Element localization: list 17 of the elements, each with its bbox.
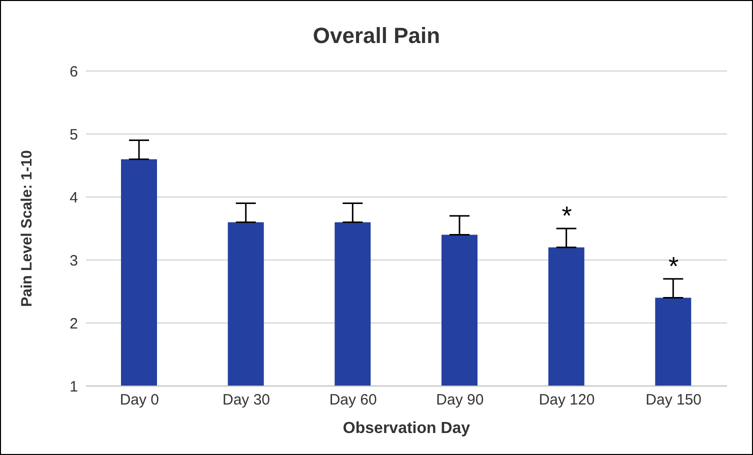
chart-title: Overall Pain (312, 23, 442, 49)
y-tick-label: 2 (70, 315, 78, 332)
y-tick-label: 5 (70, 126, 78, 144)
x-tick-label: Day 30 (222, 392, 270, 409)
x-tick-label: Day 120 (538, 392, 595, 409)
x-tick-label: Day 0 (120, 392, 160, 409)
x-tick-label: Day 90 (436, 392, 484, 409)
x-axis-title: Observation Day (342, 420, 470, 437)
y-tick-label: 3 (70, 252, 78, 270)
annotation: * (668, 250, 679, 281)
x-tick-label: Day 150 (646, 392, 702, 409)
y-tick-label: 4 (70, 189, 78, 206)
y-axis-title: Pain Level Scale: 1-10 (18, 150, 36, 307)
y-tick-label: 1 (70, 378, 78, 396)
annotation: * (562, 200, 572, 230)
y-tick-label: 6 (70, 63, 78, 80)
x-tick-label: Day 60 (329, 392, 377, 409)
